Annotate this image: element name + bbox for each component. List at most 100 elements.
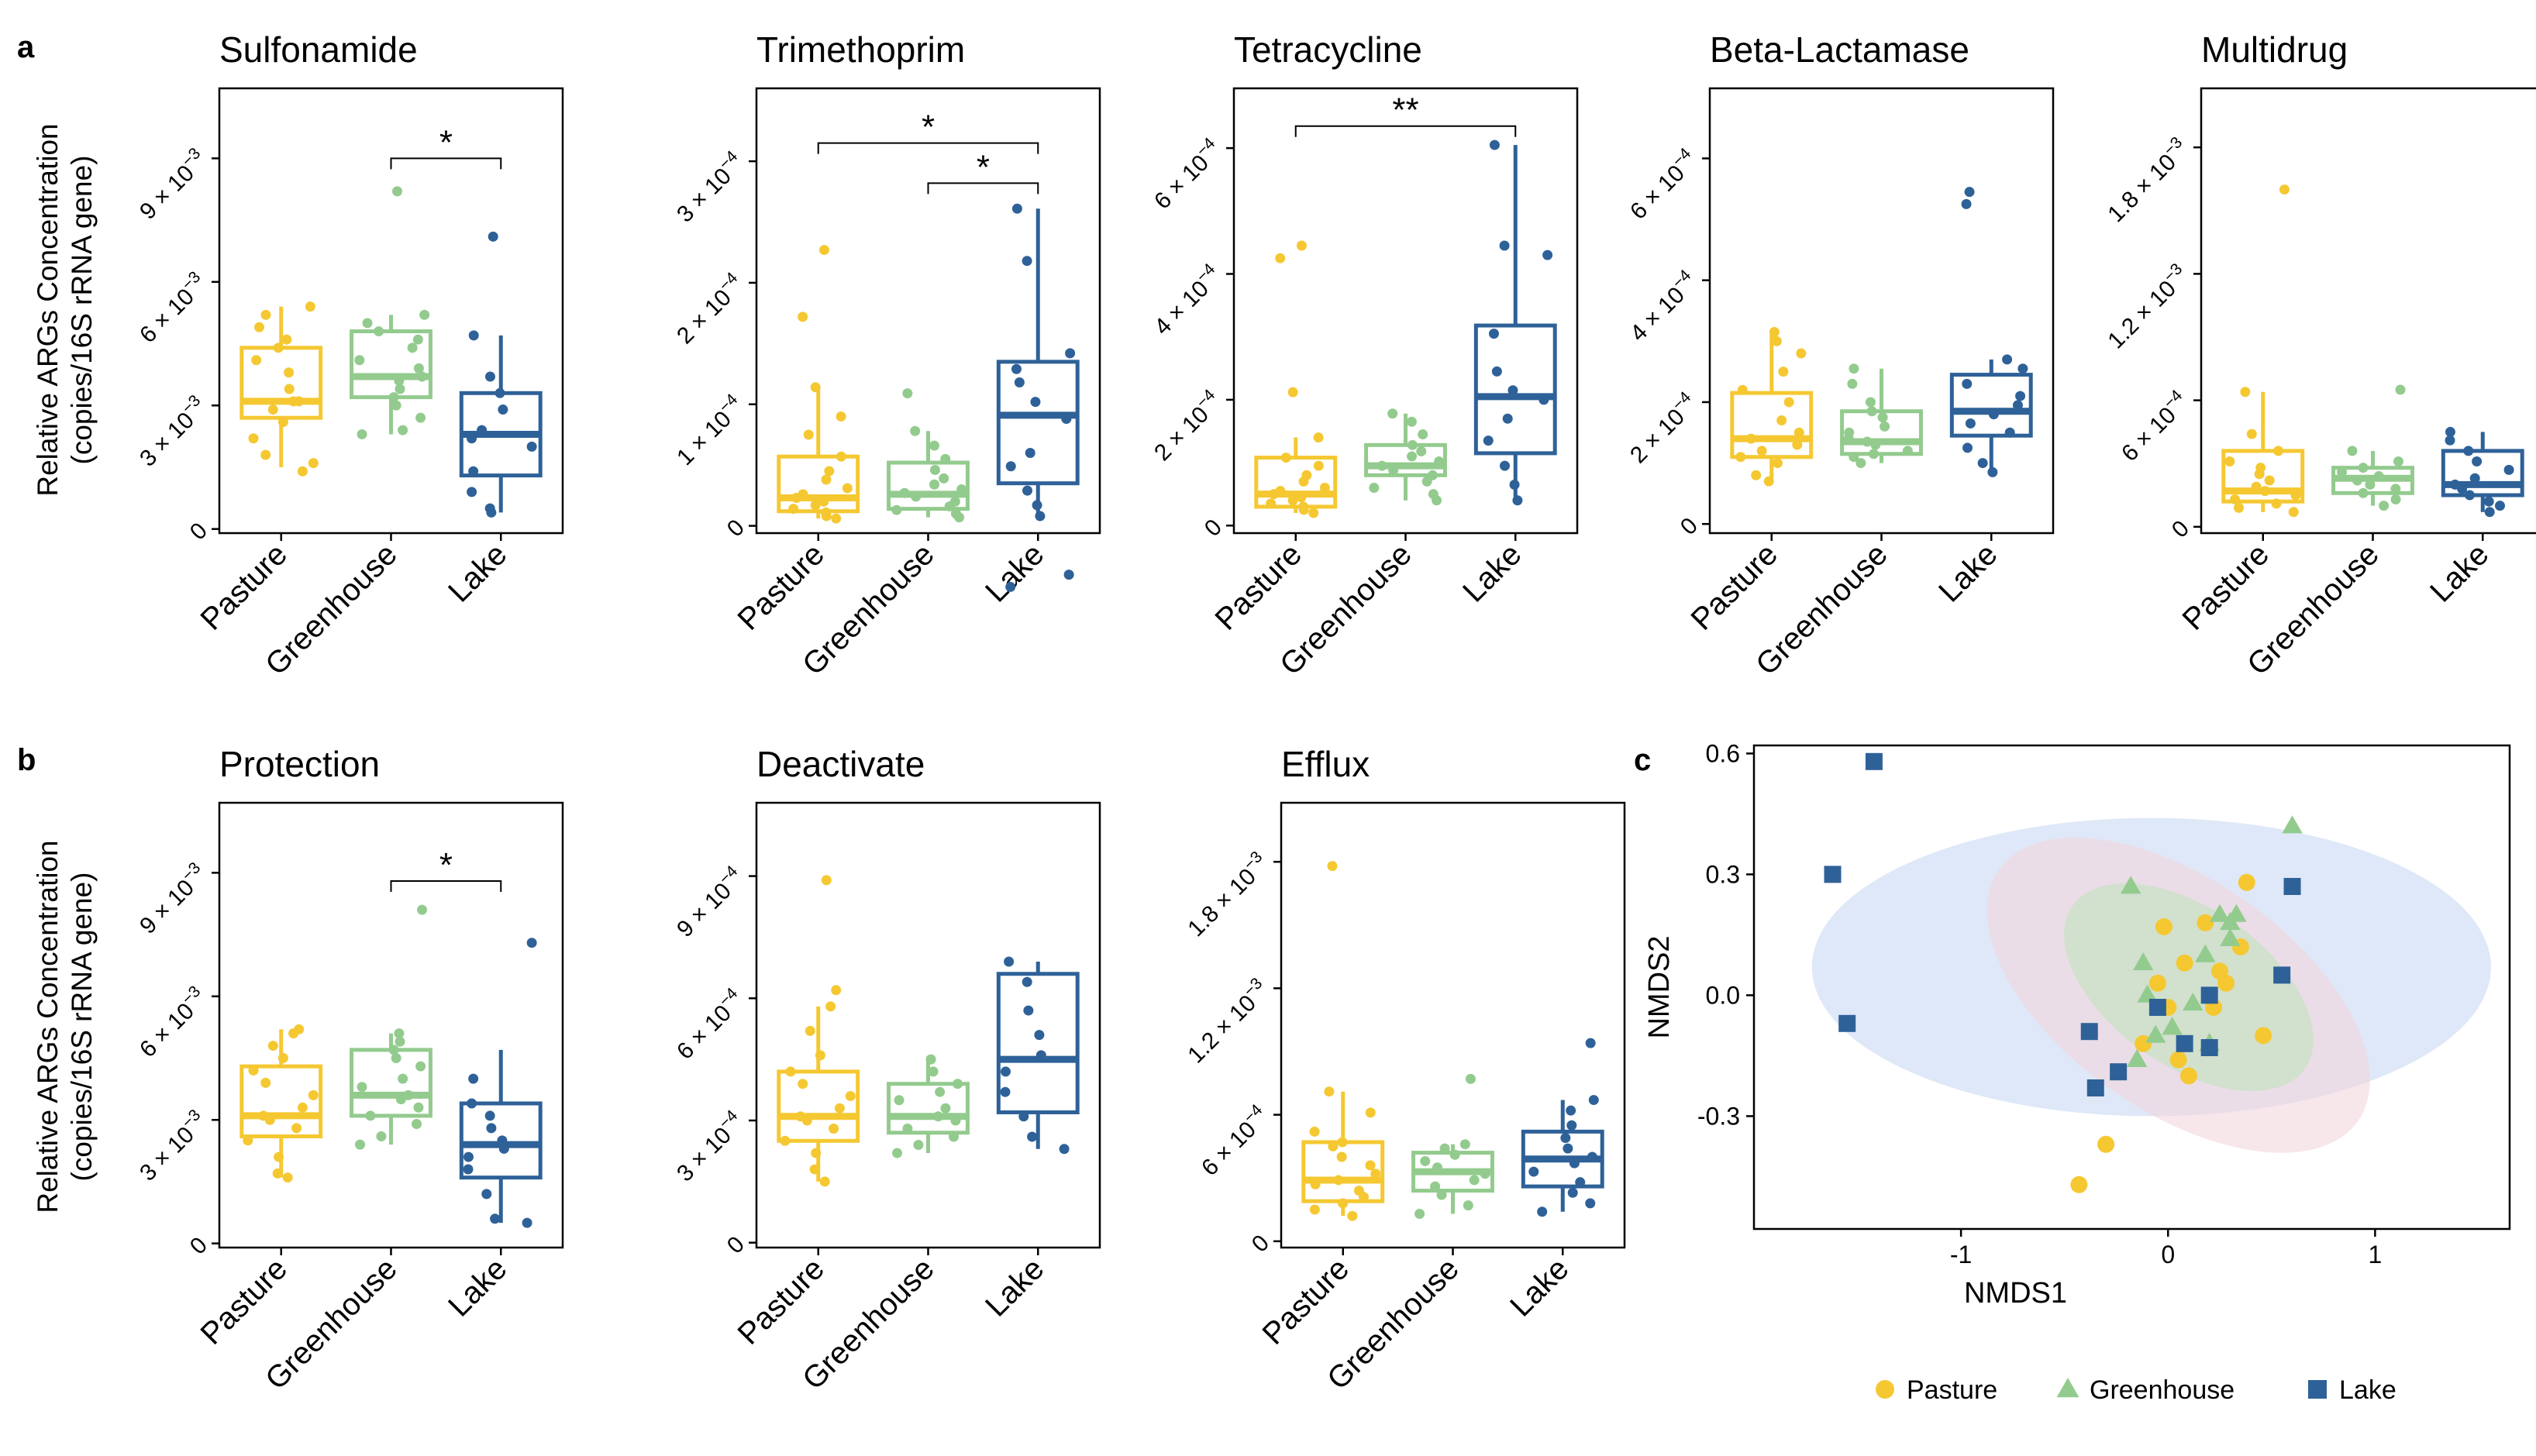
data-point: [1287, 387, 1298, 398]
nmds-point-pasture: [2148, 974, 2166, 992]
data-point: [2234, 502, 2245, 513]
data-point: [281, 334, 292, 345]
data-point: [1035, 1050, 1046, 1061]
data-point: [1014, 377, 1025, 388]
data-point: [1296, 240, 1307, 251]
data-point: [798, 312, 808, 322]
row-a-ylabel: Relative ARGs Concentration (copies/16S …: [32, 123, 98, 496]
data-point: [294, 1024, 305, 1034]
data-point: [1365, 1160, 1376, 1171]
data-point: [2246, 429, 2257, 439]
nmds-point-lake: [2283, 878, 2301, 895]
data-point: [354, 355, 365, 366]
nmds-point-pasture: [2176, 954, 2193, 972]
data-point: [940, 453, 951, 464]
row-b-ylabel-line2: (copies/16S rRNA gene): [66, 873, 98, 1182]
row-a-ylabel-line1: Relative ARGs Concentration: [32, 123, 64, 496]
significance-label: *: [439, 846, 453, 884]
data-point: [2483, 496, 2494, 507]
data-point: [2352, 475, 2362, 486]
data-point: [526, 938, 537, 948]
data-point: [243, 1135, 253, 1146]
data-point: [2288, 507, 2299, 518]
data-point: [484, 503, 495, 514]
tetracycline-significance: **: [1294, 91, 1517, 137]
protection-box-greenhouse: [350, 904, 432, 1150]
data-point: [928, 1066, 939, 1077]
data-point: [297, 1102, 308, 1113]
data-point: [1483, 435, 1494, 446]
data-point: [845, 1090, 856, 1101]
data-point: [1308, 508, 1319, 518]
data-point: [1783, 397, 1794, 408]
nmds-point-greenhouse: [2195, 944, 2216, 962]
nmds-point-lake: [2110, 1063, 2128, 1081]
data-point: [1585, 1038, 1596, 1048]
multidrug-box-greenhouse: [2331, 384, 2414, 511]
data-point: [1337, 1137, 1348, 1148]
data-point: [1771, 336, 1782, 346]
tetracycline-box-lake: [1473, 139, 1557, 506]
data-point: [2279, 184, 2290, 195]
data-point: [2503, 464, 2514, 475]
nmds-point-pasture: [2169, 1051, 2187, 1069]
data-point: [2469, 473, 2480, 484]
data-point: [1310, 1179, 1321, 1189]
data-point: [398, 1073, 408, 1084]
data-point: [248, 1065, 259, 1076]
data-point: [1751, 470, 1762, 480]
multidrug-title: Multidrug: [2201, 29, 2348, 70]
beta_lactamase-title: Beta-Lactamase: [1710, 29, 1969, 70]
data-point: [1059, 1144, 1070, 1155]
data-point: [463, 1151, 474, 1162]
data-point: [1507, 385, 1518, 396]
nmds-point-pasture: [2255, 1027, 2272, 1045]
data-point: [798, 1079, 808, 1089]
data-point: [929, 479, 940, 490]
nmds-point-pasture: [2179, 1067, 2197, 1085]
data-point: [1865, 397, 1876, 408]
nmds-xtick-label: -1: [1950, 1241, 1972, 1268]
deactivate-box-greenhouse: [887, 1054, 970, 1158]
data-point: [1275, 253, 1286, 263]
data-point: [809, 1164, 820, 1175]
data-point: [1772, 458, 1783, 469]
nmds-frame: [1752, 744, 2511, 1231]
data-point: [522, 1217, 532, 1228]
data-point: [294, 396, 305, 407]
data-point: [490, 1213, 501, 1224]
data-point: [260, 1077, 271, 1088]
data-point: [2464, 490, 2475, 501]
data-point: [1735, 452, 1746, 463]
data-point: [1369, 483, 1380, 494]
deactivate-box-lake: [996, 570, 1080, 1155]
data-point: [1022, 256, 1032, 267]
multidrug-box-lake: [2441, 426, 2524, 518]
data-point: [1567, 1187, 1578, 1198]
data-point: [1512, 495, 1523, 506]
data-point: [1502, 413, 1513, 424]
data-point: [1296, 492, 1307, 503]
data-point: [1280, 453, 1291, 463]
beta_lactamase-box-greenhouse: [1840, 363, 1923, 469]
data-point: [391, 1053, 401, 1064]
data-point: [274, 1151, 284, 1162]
data-point: [417, 371, 428, 382]
data-point: [1427, 470, 1438, 480]
data-point: [1847, 378, 1858, 389]
nmds-point-greenhouse: [2145, 1024, 2166, 1043]
data-point: [1287, 495, 1298, 506]
sulfonamide-box-greenhouse: [350, 186, 432, 439]
significance-label: *: [439, 123, 453, 161]
data-point: [251, 355, 262, 366]
data-point: [818, 245, 829, 256]
data-point: [1463, 1200, 1473, 1211]
box-body: [996, 972, 1080, 1114]
data-point: [1855, 458, 1866, 469]
data-point: [463, 1164, 474, 1175]
data-point: [1745, 433, 1756, 444]
row-b-ylabel-line1: Relative ARGs Concentration: [32, 840, 64, 1213]
data-point: [810, 382, 821, 393]
nmds-xtick-label: 1: [2368, 1241, 2382, 1268]
nmds-series-pasture: [2070, 873, 2272, 1193]
